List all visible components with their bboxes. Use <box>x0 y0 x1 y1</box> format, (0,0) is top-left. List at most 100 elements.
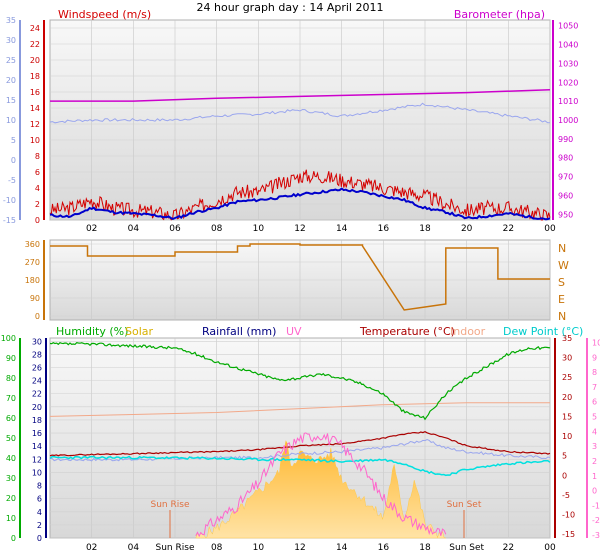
temperature-tick-label: 20 <box>562 393 572 402</box>
outer-tick-label: 10 <box>6 116 16 125</box>
winddir-tick-label: 180 <box>25 276 40 285</box>
panel-wind-axes: 02 04 06 08 10 12 14 16 18 20 22 000246810121416182… <box>3 16 578 234</box>
rainfall-tick-label: 26 <box>32 364 42 373</box>
barometer-tick-label: 970 <box>558 173 573 182</box>
humidity-tick-label: 50 <box>6 434 16 443</box>
windspeed-tick-label: 20 <box>30 56 40 65</box>
barometer-tick-label: 1030 <box>558 59 578 68</box>
chart-title: 24 hour graph day : 14 April 2011 <box>197 1 384 14</box>
windspeed-tick-label: 0 <box>35 216 40 225</box>
winddir-tick-label: 360 <box>25 240 40 249</box>
windspeed-tick-label: 12 <box>30 120 40 129</box>
rainfall-tick-label: 30 <box>32 337 42 346</box>
barometer-tick-label: 980 <box>558 154 573 163</box>
uv-tick-label: 8 <box>592 368 597 377</box>
uv-tick-label: 0 <box>592 487 597 496</box>
humidity-tick-label: 30 <box>6 474 16 483</box>
humidity-tick-label: 20 <box>6 494 16 503</box>
x-tick-label: 22 <box>503 224 514 234</box>
uv-tick-label: 10 <box>592 338 600 347</box>
winddir-tick-label: 0 <box>35 312 40 321</box>
humidity-tick-label: 90 <box>6 354 16 363</box>
x-tick-label: 10 <box>253 224 265 234</box>
temperature-tick-label: -5 <box>562 491 570 500</box>
uv-tick-label: 6 <box>592 398 597 407</box>
outer-tick-label: 20 <box>6 76 16 85</box>
x-tick-label: 14 <box>336 543 348 553</box>
humidity-tick-label: 60 <box>6 414 16 423</box>
series-winddir-line <box>50 243 550 311</box>
windspeed-tick-label: 2 <box>35 200 40 209</box>
compass-label: N <box>558 310 566 323</box>
barometer-tick-label: 1010 <box>558 97 578 106</box>
rainfall-tick-label: 12 <box>32 455 42 464</box>
rainfall-tick-label: 6 <box>37 495 42 504</box>
temperature-tick-label: 15 <box>562 412 572 421</box>
uv-tick-label: 5 <box>592 413 597 422</box>
humidity-tick-label: 0 <box>11 534 16 543</box>
windspeed-tick-label: 8 <box>35 152 40 161</box>
x-tick-label: Sun Rise <box>156 543 195 553</box>
outer-tick-label: -5 <box>8 176 16 185</box>
compass-label: E <box>558 293 565 306</box>
uv-tick-label: 3 <box>592 442 597 451</box>
x-tick-label: 10 <box>253 543 265 553</box>
series-indoor-line <box>49 402 550 417</box>
annotation-sunset: Sun Set <box>447 500 482 510</box>
series-lightblue-line <box>49 438 551 462</box>
legend-rainfall: Rainfall (mm) <box>202 325 276 338</box>
x-tick-label: 00 <box>544 224 556 234</box>
rainfall-tick-label: 22 <box>32 390 42 399</box>
series-outer-line <box>49 102 551 124</box>
rainfall-tick-label: 4 <box>37 508 42 517</box>
windspeed-label: Windspeed (m/s) <box>58 8 151 21</box>
winddir-tick-label: 270 <box>25 258 40 267</box>
windspeed-tick-label: 4 <box>35 184 40 193</box>
x-tick-label: Sun Set <box>449 543 484 553</box>
windspeed-tick-label: 16 <box>30 88 40 97</box>
temperature-tick-label: 35 <box>562 334 572 343</box>
temperature-tick-label: 0 <box>562 471 567 480</box>
x-tick-label: 18 <box>419 543 431 553</box>
barometer-tick-label: 960 <box>558 191 573 200</box>
humidity-tick-label: 100 <box>1 334 16 343</box>
temperature-tick-label: -15 <box>562 530 575 539</box>
uv-tick-label: 9 <box>592 353 597 362</box>
uv-tick-label: 4 <box>592 427 597 436</box>
rainfall-tick-label: 8 <box>37 482 42 491</box>
uv-tick-label: 2 <box>592 457 597 466</box>
uv-tick-label: -1 <box>592 501 600 510</box>
windspeed-tick-label: 24 <box>30 24 40 33</box>
x-tick-label: 02 <box>86 224 97 234</box>
panel-winddir-series <box>50 243 550 311</box>
x-tick-label: 16 <box>378 543 390 553</box>
windspeed-tick-label: 10 <box>30 136 40 145</box>
temperature-tick-label: 30 <box>562 354 572 363</box>
outer-tick-label: 25 <box>6 56 16 65</box>
compass-label: W <box>558 259 569 272</box>
x-tick-label: 06 <box>169 224 181 234</box>
barometer-tick-label: 950 <box>558 210 573 219</box>
temperature-tick-label: 25 <box>562 373 572 382</box>
rainfall-tick-label: 10 <box>32 468 42 477</box>
outer-tick-label: 15 <box>6 96 16 105</box>
rainfall-tick-label: 0 <box>37 534 42 543</box>
rainfall-tick-label: 14 <box>32 442 42 451</box>
temperature-tick-label: -10 <box>562 510 575 519</box>
legend-uv: UV <box>286 325 302 338</box>
compass-label: S <box>558 276 565 289</box>
barometer-tick-label: 1050 <box>558 22 578 31</box>
series-windavg-line <box>49 187 551 221</box>
series-windspeed-line <box>49 169 551 221</box>
outer-tick-label: -15 <box>3 216 16 225</box>
annotation-sunrise: Sun Rise <box>151 500 190 510</box>
panel-temp-series <box>49 342 551 539</box>
legend-solar: Solar <box>125 325 154 338</box>
panel-temp-axes: 02 04 Sun Rise 08 10 12 14 16 18 Sun Set 22 0002468… <box>1 334 600 553</box>
x-tick-label: 12 <box>294 543 305 553</box>
x-tick-label: 14 <box>336 224 348 234</box>
series-dewpoint-line <box>49 455 551 477</box>
legend-indoor: Indoor <box>450 325 486 338</box>
x-tick-label: 00 <box>544 543 556 553</box>
